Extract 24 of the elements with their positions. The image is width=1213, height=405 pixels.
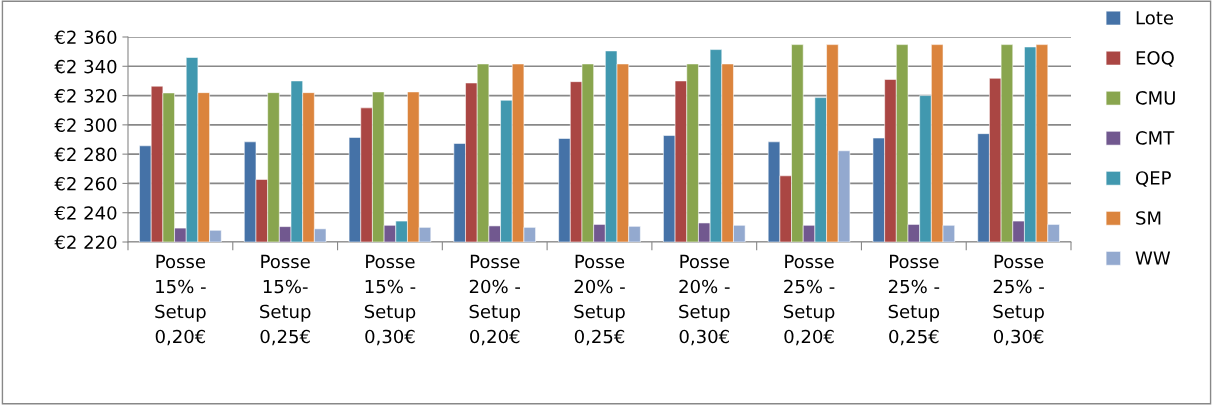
x-tick-label: Posse 15% - Setup 0,20€: [155, 254, 206, 346]
y-tick-label: €2 320: [54, 89, 117, 103]
x-tick-label: Posse 25% - Setup 0,20€: [783, 254, 835, 346]
y-tick-label: €2 300: [54, 118, 117, 132]
x-tick-label: Posse 20% - Setup 0,20€: [469, 254, 521, 346]
legend-label: EOQ: [1136, 50, 1174, 67]
y-tick-label: €2 360: [54, 30, 117, 45]
legend-label: Lote: [1136, 11, 1174, 25]
y-tick-label: €2 220: [54, 235, 117, 250]
legend-label: CMT: [1136, 131, 1175, 145]
x-tick-label: Posse 20% - Setup 0,30€: [679, 254, 730, 346]
legend-label: CMU: [1136, 91, 1175, 105]
legend-label: WW: [1135, 251, 1171, 265]
x-tick-label: Posse 25% - Setup 0,30€: [993, 254, 1044, 346]
legend-label: SM: [1136, 211, 1161, 225]
x-tick-label: Posse 15% - Setup 0,30€: [364, 254, 416, 346]
x-tick-label: Posse 15%- Setup 0,25€: [260, 254, 311, 346]
x-tick-label: Posse 20% - Setup 0,25€: [574, 254, 625, 346]
y-tick-label: €2 280: [54, 147, 117, 162]
y-tick-label: €2 240: [54, 206, 117, 220]
y-tick-label: €2 340: [54, 59, 117, 74]
y-tick-label: €2 260: [54, 176, 117, 191]
x-tick-label: Posse 25% - Setup 0,25€: [888, 254, 940, 346]
legend-label: QEP: [1136, 171, 1171, 187]
